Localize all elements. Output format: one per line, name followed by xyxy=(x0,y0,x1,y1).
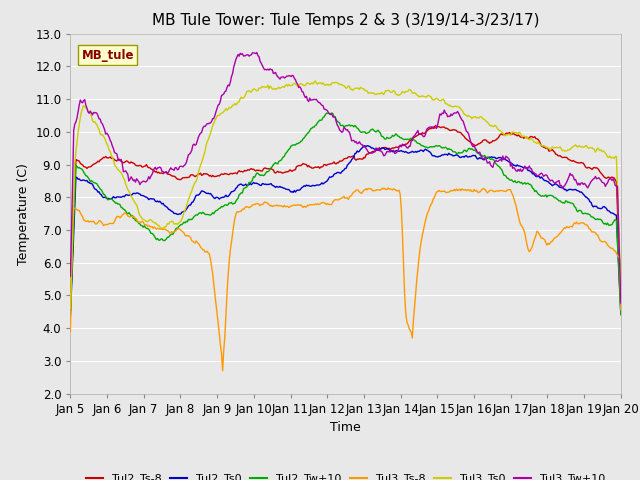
Text: MB_tule: MB_tule xyxy=(81,49,134,62)
Title: MB Tule Tower: Tule Temps 2 & 3 (3/19/14-3/23/17): MB Tule Tower: Tule Temps 2 & 3 (3/19/14… xyxy=(152,13,540,28)
X-axis label: Time: Time xyxy=(330,421,361,434)
Y-axis label: Temperature (C): Temperature (C) xyxy=(17,163,29,264)
Legend: Tul2_Ts-8, Tul2_Ts0, Tul2_Tw+10, Tul3_Ts-8, Tul3_Ts0, Tul3_Tw+10: Tul2_Ts-8, Tul2_Ts0, Tul2_Tw+10, Tul3_Ts… xyxy=(82,469,609,480)
